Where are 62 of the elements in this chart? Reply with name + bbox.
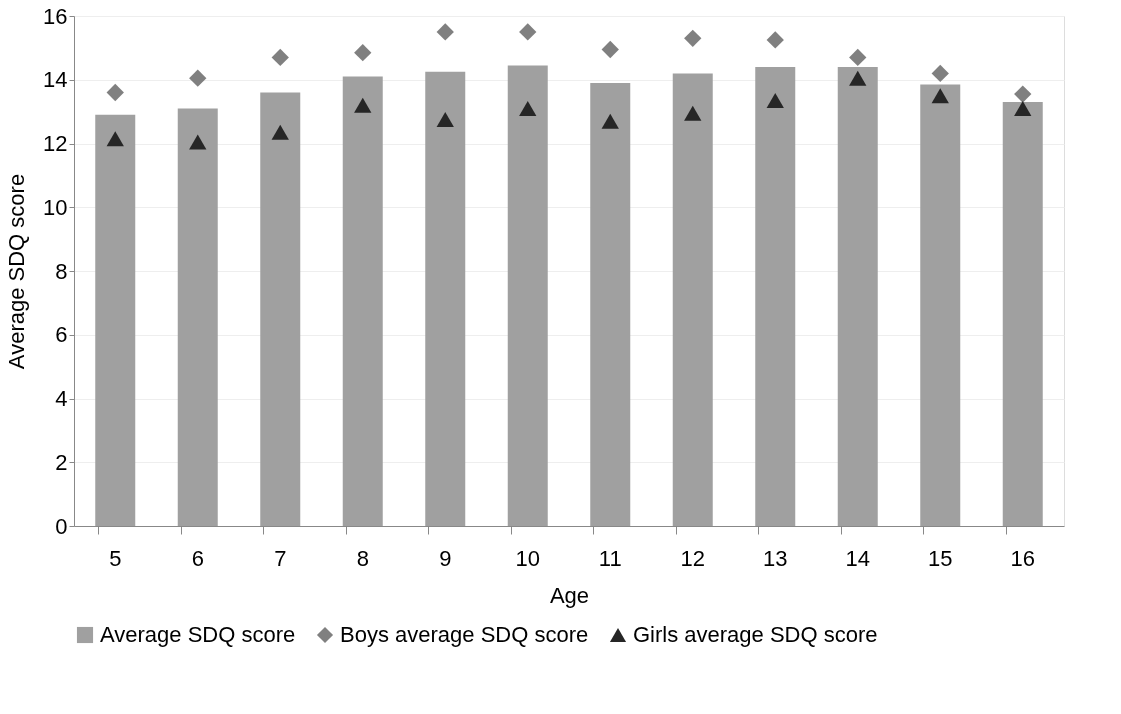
x-tick-label: 13 — [763, 545, 788, 571]
point — [601, 113, 619, 129]
legend-label: Average SDQ score — [100, 622, 296, 647]
bar — [672, 73, 713, 526]
point — [106, 83, 124, 102]
bar — [342, 76, 383, 526]
y-tick-label: 6 — [55, 322, 68, 348]
point — [684, 29, 702, 47]
x-tick-label: 11 — [598, 545, 622, 571]
point — [601, 40, 619, 59]
point — [436, 23, 454, 41]
bar — [260, 92, 301, 526]
y-tick-label: 10 — [43, 194, 68, 220]
y-tick-label: 2 — [55, 449, 68, 475]
point — [684, 105, 702, 121]
point — [519, 100, 537, 116]
x-tick-label: 10 — [515, 545, 540, 571]
x-axis-title: Age — [549, 582, 590, 608]
y-axis-title: Average SDQ score — [4, 173, 30, 370]
y-tick-label: 0 — [55, 513, 68, 539]
y-tick-label: 14 — [43, 67, 68, 93]
legend-label: Boys average SDQ score — [340, 622, 589, 647]
point — [354, 97, 372, 113]
point — [1014, 100, 1032, 116]
point — [766, 31, 784, 49]
point — [766, 92, 784, 108]
point — [106, 131, 124, 147]
legend-label: Girls average SDQ score — [633, 622, 878, 647]
bar — [1002, 102, 1043, 526]
point — [271, 124, 289, 140]
bar — [425, 71, 466, 526]
x-tick-label: 15 — [928, 545, 953, 571]
x-tick-label: 8 — [356, 545, 369, 571]
bar — [920, 84, 961, 526]
point — [849, 48, 867, 67]
y-tick-label: 4 — [55, 386, 68, 411]
x-tick-label: 7 — [274, 545, 287, 571]
bar — [177, 108, 218, 526]
point — [519, 23, 537, 41]
point — [849, 70, 867, 86]
point — [1014, 85, 1032, 103]
x-tick-label: 5 — [109, 545, 122, 571]
y-tick-label: 8 — [55, 258, 68, 284]
y-tick-label: 12 — [43, 131, 68, 156]
bar — [507, 65, 548, 526]
point — [931, 88, 949, 104]
point — [189, 69, 207, 87]
bar — [837, 67, 878, 526]
bar — [95, 114, 136, 526]
y-tick-label: 16 — [43, 3, 68, 29]
x-tick-label: 14 — [845, 545, 870, 571]
point — [354, 44, 372, 62]
point — [436, 112, 454, 128]
point — [189, 134, 207, 150]
x-tick-label: 9 — [439, 545, 452, 571]
point — [931, 64, 949, 83]
x-tick-label: 12 — [680, 545, 705, 571]
x-tick-label: 16 — [1010, 545, 1035, 571]
x-tick-label: 6 — [191, 545, 204, 571]
bar — [590, 82, 631, 526]
point — [271, 48, 289, 67]
bar — [755, 67, 796, 526]
